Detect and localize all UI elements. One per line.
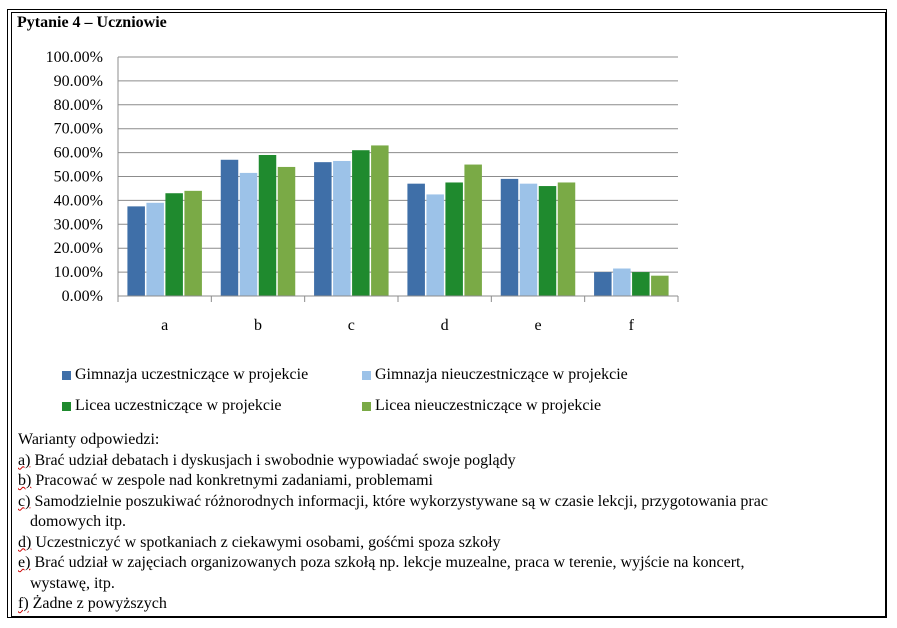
x-tick-label: c xyxy=(348,317,355,334)
legend-label: Gimnazja uczestniczące w projekcie xyxy=(75,366,309,383)
outer-frame xyxy=(7,9,887,618)
legend-item: Gimnazja uczestniczące w projekcie xyxy=(62,366,308,384)
legend-swatch xyxy=(362,370,371,380)
legend-label: Licea uczestniczące w projekcie xyxy=(75,397,282,414)
y-tick-label: 80.00% xyxy=(54,97,103,114)
answer-option: d) Uczestniczyć w spotkaniach z ciekawym… xyxy=(18,533,501,551)
legend-label: Gimnazja nieuczestniczące w projekcie xyxy=(375,366,628,383)
x-tick-label: f xyxy=(629,317,635,334)
legend-swatch xyxy=(62,401,71,411)
x-tick-label: d xyxy=(441,317,449,334)
answer-option: wystawę, itp. xyxy=(30,574,115,592)
bar xyxy=(651,275,669,296)
y-tick-label: 30.00% xyxy=(54,216,103,233)
y-tick-label: 10.00% xyxy=(54,264,103,281)
bar xyxy=(371,145,389,296)
bar xyxy=(239,172,258,296)
bar xyxy=(127,206,145,296)
legend-swatch xyxy=(362,401,371,411)
answer-option: e) Brać udział w zajęciach organizowanyc… xyxy=(18,554,745,571)
legend-label: Licea nieuczestniczące w projekcie xyxy=(375,397,602,414)
bar xyxy=(352,150,370,296)
answer-key: a) xyxy=(18,451,31,469)
legend-item: Licea nieuczestniczące w projekcie xyxy=(362,397,601,415)
page-title: Pytanie 4 – Uczniowie xyxy=(17,14,167,31)
bar xyxy=(464,164,482,296)
bar xyxy=(632,272,650,296)
bar xyxy=(445,182,463,296)
y-tick-label: 70.00% xyxy=(54,121,103,138)
y-tick-label: 40.00% xyxy=(54,192,103,209)
answer-key: f) xyxy=(18,595,29,612)
y-tick-label: 90.00% xyxy=(54,73,103,90)
x-tick-label: b xyxy=(254,317,262,334)
bar xyxy=(314,162,332,296)
answer-option: c) Samodzielnie poszukiwać różnorodnych … xyxy=(18,492,768,510)
answer-option: domowych itp. xyxy=(30,513,126,530)
answer-options: Warianty odpowiedzi: a) Brać udział deba… xyxy=(18,430,878,615)
bar xyxy=(557,182,576,296)
y-tick-label: 50.00% xyxy=(54,169,103,186)
bar xyxy=(613,268,631,296)
bar xyxy=(333,160,351,296)
y-tick-label: 60.00% xyxy=(54,145,103,162)
bar xyxy=(500,178,519,296)
answer-option: f) Żadne z powyższych xyxy=(18,595,167,612)
bar xyxy=(519,183,538,296)
legend-item: Licea uczestniczące w projekcie xyxy=(62,397,282,415)
x-tick-label: e xyxy=(534,317,541,334)
bar xyxy=(594,272,612,296)
answer-key: d) xyxy=(18,533,32,551)
legend-swatch xyxy=(62,370,71,380)
bar xyxy=(407,183,425,296)
y-tick-label: 0.00% xyxy=(62,288,103,305)
bar xyxy=(277,166,296,296)
bar xyxy=(146,202,164,296)
legend-item: Gimnazja nieuczestniczące w projekcie xyxy=(362,366,628,384)
bar xyxy=(426,194,444,296)
answers-header: Warianty odpowiedzi: xyxy=(18,431,160,448)
x-tick-label: a xyxy=(161,317,168,334)
y-tick-label: 20.00% xyxy=(54,240,103,257)
bar-chart: 0.00% 10.00% 20.00% 30.00% 40.00% 50.00% 60.00… xyxy=(46,49,679,334)
bar xyxy=(538,186,557,296)
answer-key: e) xyxy=(18,554,31,571)
inner-frame xyxy=(11,12,886,617)
answer-option: b) Pracować w zespole nad konkretnymi za… xyxy=(18,472,433,489)
y-tick-label: 100.00% xyxy=(46,49,103,66)
bar xyxy=(184,190,202,296)
answer-option: a) Brać udział debatach i dyskusjach i s… xyxy=(18,451,516,469)
bar xyxy=(258,154,277,296)
bar xyxy=(165,193,183,296)
answer-key: b) xyxy=(18,472,32,489)
bar xyxy=(220,159,239,296)
answer-key: c) xyxy=(18,492,31,510)
